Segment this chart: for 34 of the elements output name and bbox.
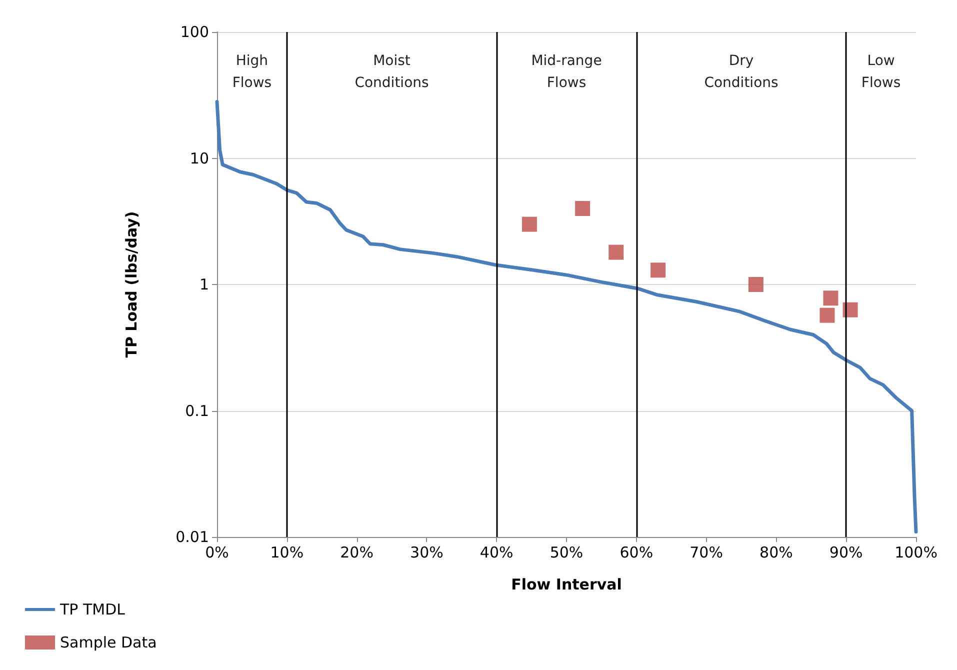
- y-tick-label: 0.01: [176, 528, 209, 546]
- y-tick-label: 1: [199, 276, 209, 294]
- point: [842, 302, 858, 318]
- point: [522, 216, 537, 232]
- y-tick-label: 10: [190, 149, 209, 168]
- point: [748, 277, 764, 292]
- point: [650, 262, 666, 278]
- x-tick-label: 40%: [480, 544, 514, 562]
- point: [608, 244, 624, 260]
- point: [823, 290, 838, 306]
- x-tick-label: 50%: [550, 544, 584, 562]
- line-series: [215, 100, 918, 534]
- annotation: Mid-range Flows: [531, 53, 602, 91]
- y-axis-title: TP Load (lbs/day): [122, 211, 140, 358]
- x-tick-label: 20%: [340, 544, 374, 562]
- annotation: Dry Conditions: [704, 53, 778, 91]
- x-tick-label: 30%: [410, 544, 444, 562]
- x-tick-label: 0%: [205, 544, 229, 562]
- annotation: Moist Conditions: [354, 53, 429, 91]
- point: [575, 200, 590, 216]
- x-axis-title: Flow Interval: [511, 576, 622, 594]
- y-tick-label: 0.1: [185, 402, 209, 420]
- annotation: Low Flows: [861, 53, 901, 91]
- point: [820, 308, 835, 323]
- y-tick-label: 100: [180, 23, 209, 41]
- legend-label: Sample Data: [60, 634, 157, 652]
- x-tick-label: 10%: [270, 544, 304, 562]
- x-tick-label: 100%: [894, 544, 938, 562]
- x-tick-label: 80%: [760, 544, 793, 562]
- x-tick-label: 70%: [690, 544, 723, 562]
- x-tick-label: 60%: [620, 544, 654, 562]
- x-tick-label: 90%: [829, 544, 863, 562]
- legend-label: TP TMDL: [59, 600, 126, 618]
- annotation: High Flows: [232, 53, 272, 91]
